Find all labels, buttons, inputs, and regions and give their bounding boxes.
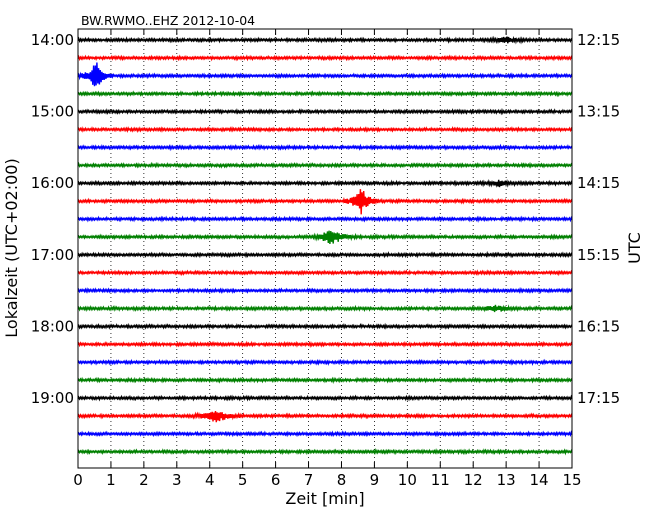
tick-labels: 0 1 2 3 4 5 6 7 8 9 10 11 12 13 14 1514:0015:0016:0017:… — [31, 31, 620, 489]
x-tick-label: 2 — [139, 471, 149, 489]
y-tick-label-left: 14:00 — [31, 31, 74, 49]
trace-line — [77, 90, 573, 98]
y-axis-label-right: UTC — [625, 232, 644, 264]
trace-line — [77, 269, 573, 277]
y-tick-label-right: 15:15 — [577, 246, 620, 264]
trace-line — [77, 54, 573, 62]
y-tick-label-left: 18:00 — [31, 317, 74, 335]
trace-line — [77, 430, 573, 438]
x-tick-label: 4 — [205, 471, 215, 489]
y-axis-label-left: Lokalzeit (UTC+02:00) — [2, 158, 21, 337]
trace-line — [77, 62, 573, 87]
trace-line — [77, 250, 573, 259]
x-tick-label: 13 — [497, 471, 516, 489]
trace-line — [77, 410, 573, 423]
trace-line — [77, 107, 573, 116]
y-tick-label-left: 17:00 — [31, 246, 74, 264]
ticks — [77, 29, 573, 468]
trace-line — [77, 143, 573, 152]
trace-line — [77, 125, 573, 133]
x-tick-label: 6 — [271, 471, 281, 489]
trace-line — [77, 322, 573, 330]
x-tick-label: 1 — [106, 471, 116, 489]
y-tick-label-right: 12:15 — [577, 31, 620, 49]
x-tick-label: 9 — [370, 471, 380, 489]
x-tick-label: 8 — [337, 471, 347, 489]
traces — [77, 35, 573, 456]
x-tick-label: 3 — [172, 471, 182, 489]
trace-line — [77, 376, 573, 384]
x-tick-label: 7 — [304, 471, 314, 489]
x-tick-label: 10 — [398, 471, 417, 489]
x-axis-label: Zeit [min] — [285, 489, 364, 508]
trace-line — [77, 340, 573, 349]
trace-line — [77, 215, 573, 223]
trace-line — [77, 230, 573, 245]
chart-title: BW.RWMO..EHZ 2012-10-04 — [81, 13, 255, 28]
trace-line — [77, 358, 573, 366]
y-tick-label-right: 14:15 — [577, 174, 620, 192]
y-tick-label-left: 15:00 — [31, 103, 74, 121]
x-tick-label: 5 — [238, 471, 248, 489]
trace-line — [77, 35, 573, 45]
trace-line — [77, 178, 573, 188]
y-tick-label-left: 19:00 — [31, 389, 74, 407]
y-tick-label-right: 13:15 — [577, 103, 620, 121]
y-tick-label-right: 16:15 — [577, 317, 620, 335]
trace-line — [77, 394, 573, 402]
x-tick-label: 11 — [431, 471, 450, 489]
trace-line — [77, 189, 573, 215]
x-tick-label: 15 — [562, 471, 581, 489]
y-tick-label-right: 17:15 — [577, 389, 620, 407]
plot-frame — [77, 28, 573, 469]
trace-line — [77, 286, 573, 295]
x-tick-label: 14 — [530, 471, 549, 489]
trace-line — [77, 304, 573, 313]
y-tick-label-left: 16:00 — [31, 174, 74, 192]
x-tick-label: 0 — [73, 471, 83, 489]
trace-line — [77, 161, 573, 169]
trace-line — [77, 447, 573, 456]
x-tick-label: 12 — [464, 471, 483, 489]
